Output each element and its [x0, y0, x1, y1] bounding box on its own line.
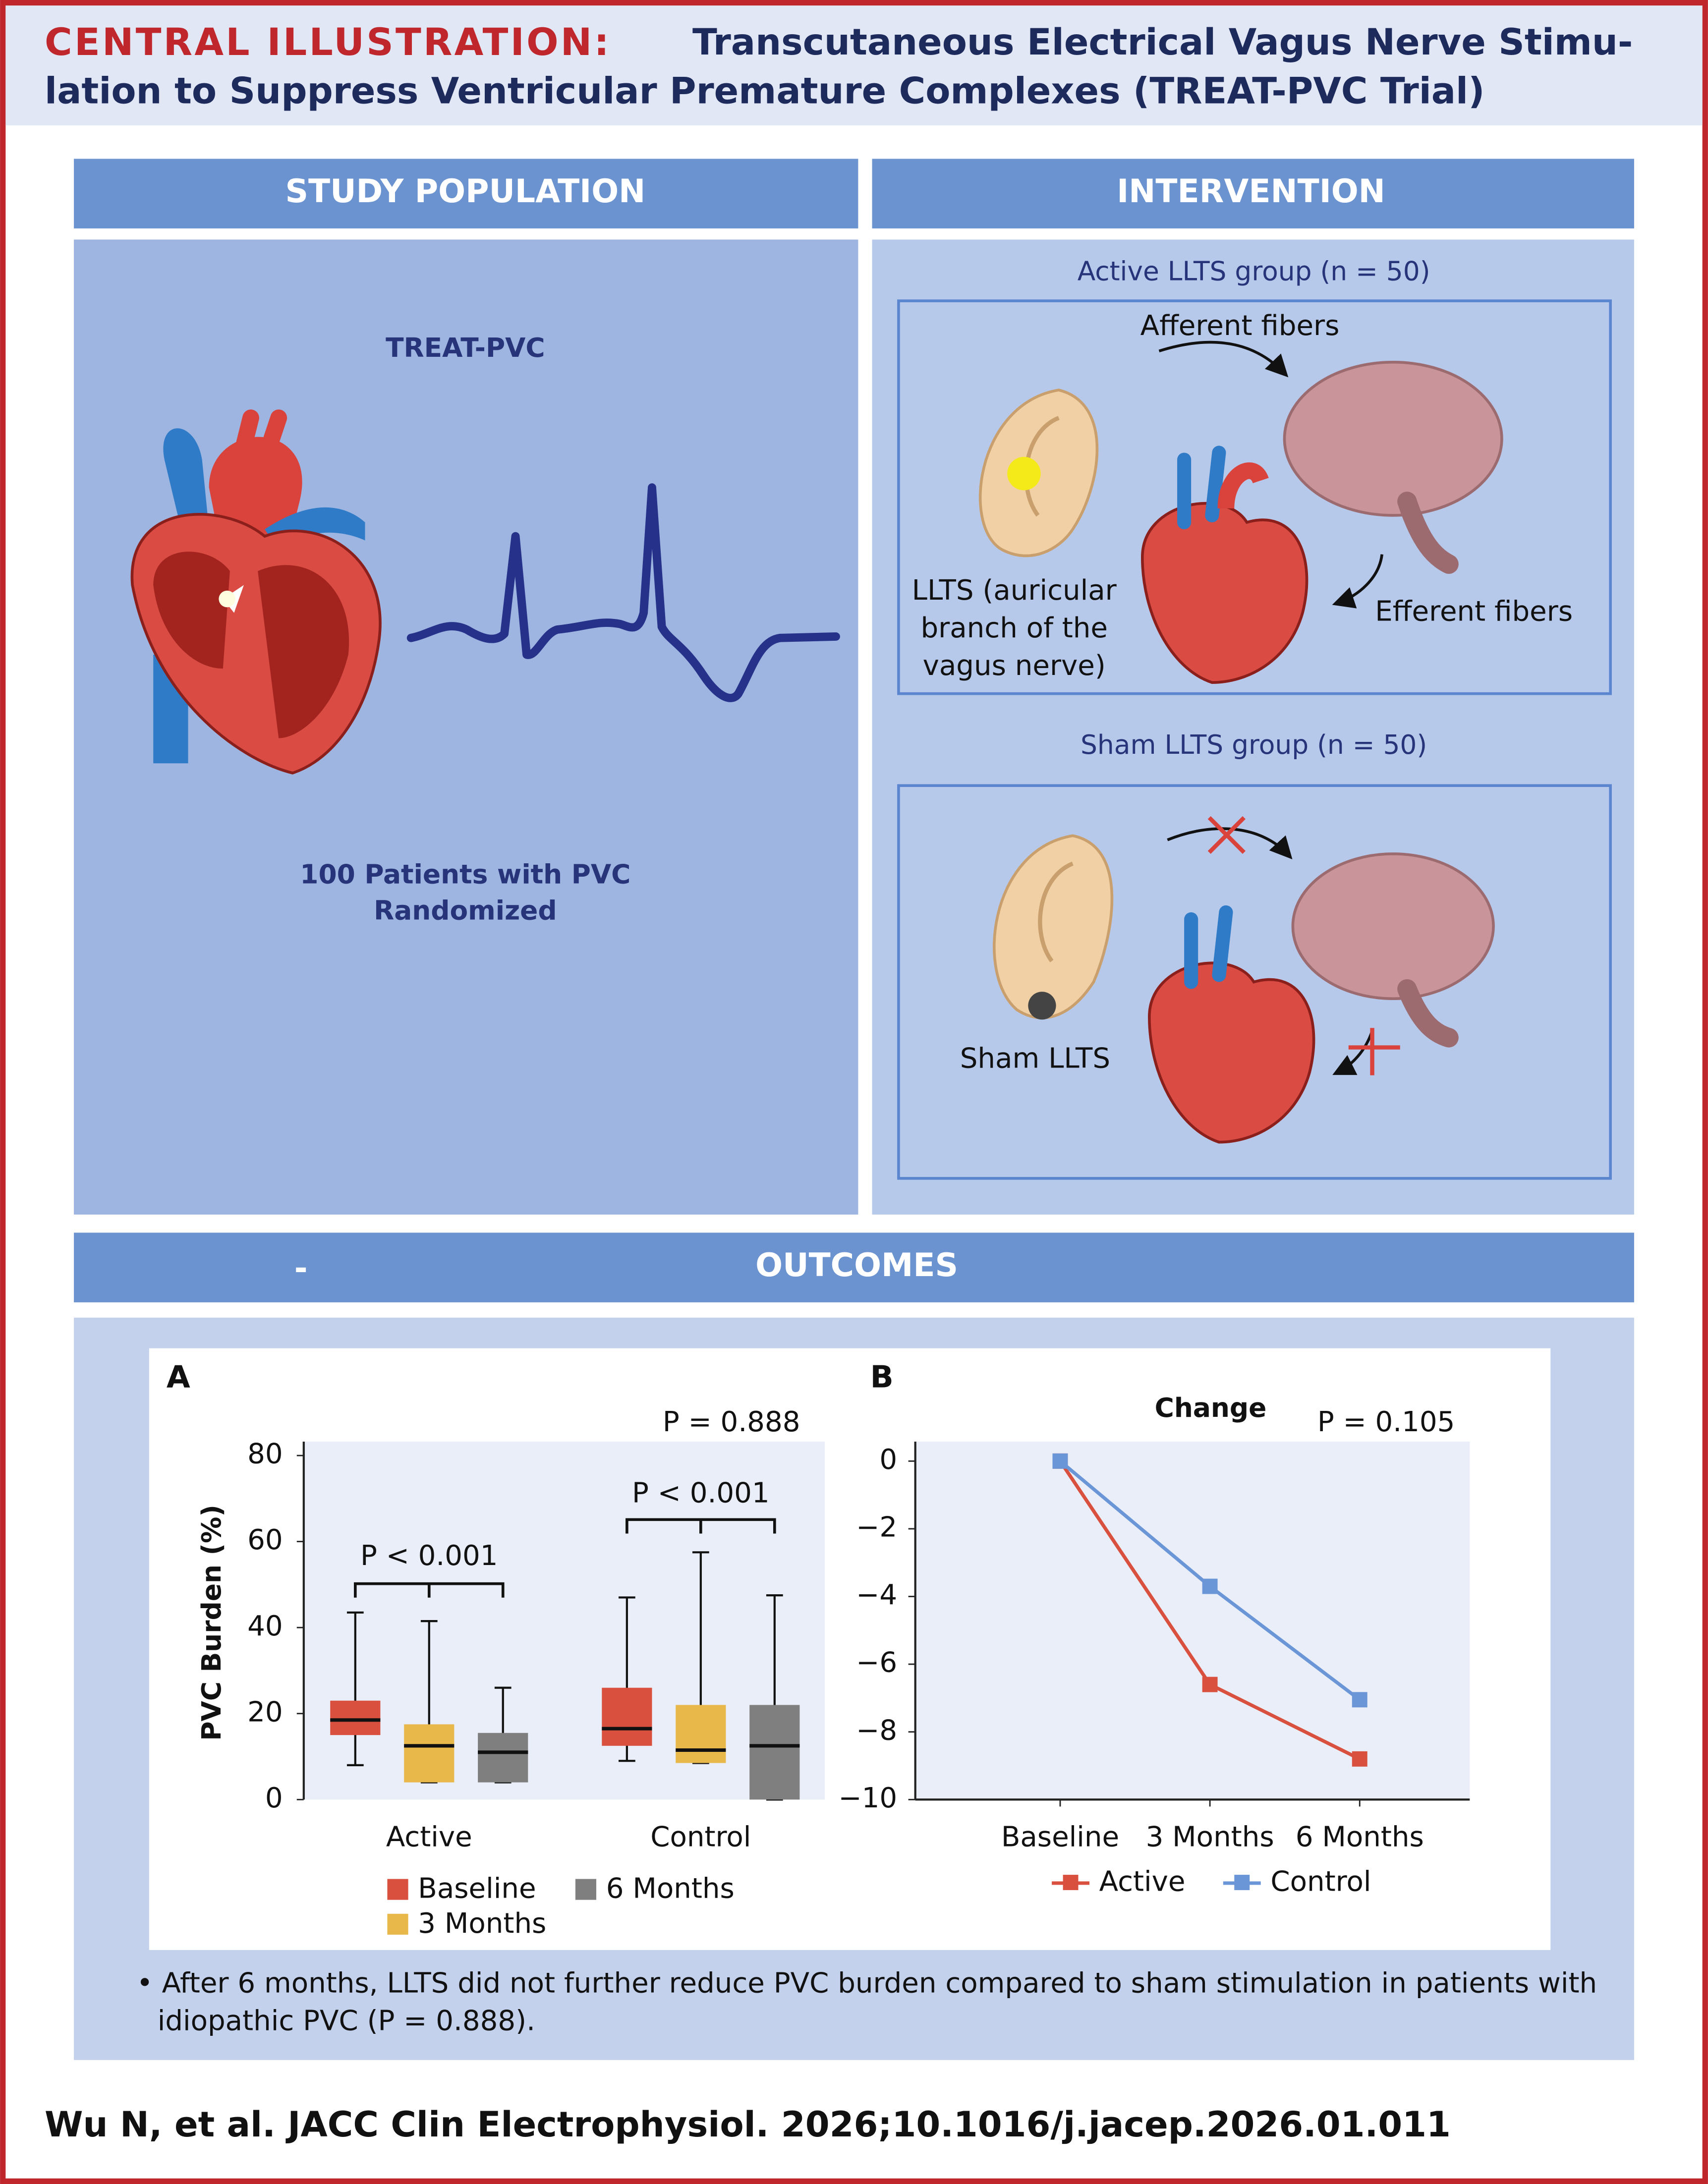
annotation: P < 0.001 — [632, 1477, 770, 1509]
y-axis-title: PVC Burden (%) — [196, 1505, 227, 1741]
marker — [1352, 1692, 1367, 1708]
box — [602, 1687, 652, 1746]
legend-label: Baseline — [418, 1873, 536, 1905]
x-tick-label: Control — [650, 1821, 751, 1853]
note: • After 6 months, LLTS did not further r… — [137, 1967, 1597, 2000]
y-tick-label: 0 — [879, 1444, 897, 1476]
group-box — [897, 299, 1612, 695]
heading: INTERVENTION — [1117, 173, 1385, 210]
group-title: Active LLTS group (n = 50) — [1078, 256, 1430, 287]
efferent-label: Efferent fibers — [1375, 595, 1573, 627]
stim-label: vagus nerve) — [923, 650, 1106, 682]
mark: - — [294, 1250, 308, 1287]
marker — [1202, 1578, 1218, 1594]
title: lation to Suppress Ventricular Premature… — [45, 70, 1484, 112]
y-tick-label: 80 — [247, 1438, 283, 1470]
marker — [1202, 1677, 1218, 1692]
plot-area — [915, 1441, 1470, 1800]
legend-label: 6 Months — [606, 1873, 735, 1905]
citation: Wu N, et al. JACC Clin Electrophysiol. 2… — [45, 2104, 1451, 2145]
header-bar — [872, 159, 1634, 228]
y-tick-label: 20 — [247, 1696, 283, 1728]
header-bar — [74, 159, 858, 228]
legend-label: 3 Months — [418, 1907, 546, 1940]
stim-label: branch of the — [920, 612, 1108, 644]
title-band — [5, 5, 1703, 125]
box — [749, 1705, 800, 1800]
y-tick-label: 0 — [265, 1782, 283, 1814]
y-tick-label: −10 — [839, 1782, 898, 1814]
legend-swatch — [387, 1913, 408, 1935]
box — [676, 1705, 726, 1763]
annotation: P = 0.105 — [1317, 1406, 1455, 1438]
box — [330, 1700, 381, 1736]
x-tick-label: 3 Months — [1146, 1821, 1274, 1853]
chart-title: Change — [1155, 1392, 1267, 1423]
y-tick-label: −2 — [856, 1512, 897, 1544]
stim-label: Sham LLTS — [960, 1042, 1110, 1074]
x-tick-label: 6 Months — [1296, 1821, 1424, 1853]
panel — [74, 239, 858, 1215]
ecg-trace — [406, 483, 840, 702]
y-tick-label: 60 — [247, 1524, 283, 1556]
bracket — [626, 1518, 776, 1534]
group-box — [897, 784, 1612, 1180]
y-tick-label: −4 — [856, 1579, 897, 1611]
marker — [1352, 1751, 1367, 1767]
legend-label: Active — [1099, 1866, 1186, 1898]
sham-illustration — [993, 816, 1495, 1144]
legend-marker — [1234, 1875, 1250, 1890]
panel-label: B — [870, 1359, 894, 1395]
patients: 100 Patients with PVC — [300, 858, 630, 890]
bracket — [353, 1582, 505, 1598]
active-illustration — [978, 340, 1503, 684]
annotation: P < 0.001 — [360, 1540, 498, 1572]
legend-swatch — [387, 1879, 408, 1900]
plot-area — [303, 1441, 825, 1800]
y-tick-label: −6 — [856, 1647, 897, 1679]
x-tick-label: Active — [386, 1821, 472, 1853]
title: Transcutaneous Electrical Vagus Nerve St… — [692, 21, 1633, 63]
stim-label: LLTS (auricular — [912, 574, 1117, 607]
heading: STUDY POPULATION — [285, 173, 645, 210]
legend-label: Control — [1270, 1866, 1371, 1898]
group-title: Sham LLTS group (n = 50) — [1081, 729, 1427, 760]
marker — [1052, 1453, 1068, 1469]
legend-marker — [1063, 1875, 1079, 1890]
patients: Randomized — [374, 895, 557, 926]
box — [404, 1724, 455, 1783]
annotation: P = 0.888 — [663, 1406, 800, 1438]
afferent-label: Afferent fibers — [1140, 310, 1340, 342]
trial-name: TREAT-PVC — [386, 332, 545, 363]
label: CENTRAL ILLUSTRATION: — [45, 20, 611, 64]
charts: A PVC Burden (%) 0 20 40 60 80 Active Control P <… — [167, 1359, 1470, 1940]
header-bar — [74, 1232, 1634, 1302]
x-tick-label: Baseline — [1001, 1821, 1119, 1853]
box — [478, 1733, 528, 1783]
heart-illustration — [130, 409, 382, 775]
heading: OUTCOMES — [755, 1247, 958, 1284]
note: idiopathic PVC (P = 0.888). — [158, 2005, 535, 2037]
y-tick-label: −8 — [856, 1714, 897, 1746]
legend-swatch — [575, 1879, 597, 1900]
panel-label: A — [167, 1359, 190, 1395]
y-tick-label: 40 — [247, 1610, 283, 1642]
